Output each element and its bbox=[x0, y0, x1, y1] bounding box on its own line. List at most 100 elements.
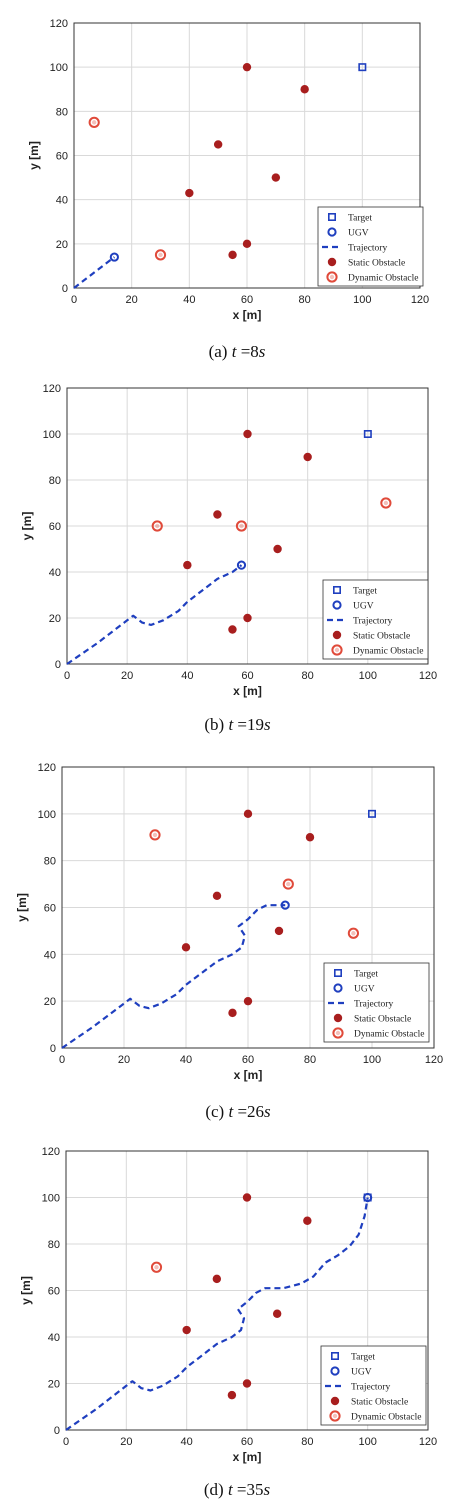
legend-target-icon bbox=[333, 968, 342, 977]
y-tick-label: 0 bbox=[54, 1425, 60, 1437]
legend-label: UGV bbox=[351, 1368, 372, 1378]
static-obstacle-point bbox=[183, 560, 192, 570]
legend-label: Trajectory bbox=[354, 1000, 393, 1010]
x-tick-label: 20 bbox=[126, 294, 138, 306]
y-tick-label: 0 bbox=[55, 659, 61, 671]
y-axis-label: y [m] bbox=[27, 141, 41, 170]
y-tick-label: 40 bbox=[49, 567, 61, 579]
legend-static-icon bbox=[332, 630, 342, 640]
x-tick-label: 80 bbox=[299, 294, 311, 306]
x-tick-label: 60 bbox=[241, 670, 253, 682]
static-obstacle-point bbox=[242, 239, 252, 249]
dynamic-obstacle-ring bbox=[150, 1261, 163, 1273]
x-axis-label: x [m] bbox=[233, 684, 262, 698]
y-tick-label: 120 bbox=[38, 762, 56, 774]
dynamic-obstacle-ring bbox=[88, 116, 100, 128]
x-tick-label: 40 bbox=[183, 294, 195, 306]
x-tick-label: 0 bbox=[71, 294, 77, 306]
trajectory-line bbox=[65, 1197, 369, 1431]
x-tick-label: 120 bbox=[411, 294, 429, 306]
y-tick-label: 60 bbox=[49, 521, 61, 533]
ugv-point bbox=[363, 1192, 373, 1203]
dynamic-obstacle-point bbox=[380, 497, 392, 509]
static-obstacle-point bbox=[303, 1216, 312, 1225]
y-tick-label: 0 bbox=[50, 1043, 56, 1055]
dynamic-obstacle-ring bbox=[326, 271, 338, 283]
dynamic-obstacle-core bbox=[239, 523, 244, 529]
y-tick-label: 100 bbox=[50, 62, 68, 74]
legend-label: Target bbox=[353, 587, 377, 597]
x-tick-label: 20 bbox=[120, 1436, 132, 1448]
dynamic-obstacle-core bbox=[332, 1413, 338, 1419]
x-tick-label: 100 bbox=[359, 670, 377, 682]
legend: Target UGV Trajectory Static Obstacle Dynami… bbox=[322, 579, 429, 660]
legend-target-icon bbox=[332, 585, 341, 594]
dynamic-obstacle-core bbox=[335, 1030, 341, 1036]
legend-dynamic-icon bbox=[326, 271, 338, 283]
legend-ugv-icon bbox=[330, 1366, 340, 1376]
y-tick-label: 20 bbox=[56, 239, 68, 251]
legend-label: Target bbox=[351, 1353, 375, 1363]
panel-caption: (c) t =26s bbox=[205, 1102, 271, 1121]
trajectory-line bbox=[66, 564, 243, 665]
legend-ugv-icon bbox=[332, 600, 342, 610]
legend-label: UGV bbox=[354, 985, 375, 995]
y-axis-label: y [m] bbox=[15, 893, 29, 922]
static-obstacle-point bbox=[271, 173, 281, 182]
legend-label: Static Obstacle bbox=[354, 1015, 411, 1025]
static-obstacle-point bbox=[213, 140, 223, 149]
x-axis-label: x [m] bbox=[233, 308, 262, 322]
y-tick-label: 120 bbox=[43, 383, 61, 395]
legend-dynamic-icon bbox=[329, 1410, 341, 1422]
legend: Target UGV Trajectory Static Obstacle Dynami… bbox=[320, 1345, 427, 1426]
chart-panel-2: 0 20 40 60 80 100 120 0 20 40 60 80 100 120 x [m] y [m]… bbox=[20, 383, 437, 734]
x-tick-label: 0 bbox=[59, 1054, 65, 1066]
dynamic-obstacle-core bbox=[383, 500, 389, 506]
dynamic-obstacle-core bbox=[154, 1265, 159, 1270]
legend-label: Dynamic Obstacle bbox=[351, 1413, 421, 1423]
y-tick-label: 40 bbox=[44, 949, 56, 961]
legend-static-icon bbox=[330, 1396, 340, 1406]
y-tick-label: 20 bbox=[44, 996, 56, 1008]
axes-box bbox=[66, 387, 429, 665]
dynamic-obstacle-point bbox=[282, 878, 294, 890]
x-tick-label: 40 bbox=[181, 670, 193, 682]
legend-label: Trajectory bbox=[351, 1383, 390, 1393]
legend-label: Static Obstacle bbox=[351, 1398, 408, 1408]
ugv-point bbox=[280, 900, 290, 910]
dynamic-obstacle-point bbox=[151, 520, 163, 532]
static-obstacle-point bbox=[181, 943, 191, 952]
static-obstacle-point bbox=[272, 1309, 282, 1318]
x-tick-label: 40 bbox=[180, 1054, 192, 1066]
static-obstacle-point bbox=[212, 1274, 222, 1284]
static-obstacle-point bbox=[213, 510, 222, 519]
dynamic-obstacle-ring bbox=[332, 1027, 344, 1039]
legend-label: Static Obstacle bbox=[348, 259, 405, 269]
axes-box bbox=[61, 766, 435, 1049]
x-tick-label: 60 bbox=[241, 1436, 253, 1448]
static-obstacle-point bbox=[242, 1379, 252, 1388]
static-obstacle-point bbox=[182, 1325, 191, 1335]
chart-panel-3: 0 20 40 60 80 100 120 0 20 40 60 80 100 120 x [m] y [m]… bbox=[15, 762, 443, 1121]
x-tick-label: 100 bbox=[353, 294, 371, 306]
dynamic-obstacle-core bbox=[155, 523, 160, 529]
x-tick-label: 120 bbox=[425, 1054, 443, 1066]
static-obstacle-point bbox=[303, 452, 312, 462]
static-obstacle-point bbox=[300, 85, 309, 94]
dynamic-obstacle-core bbox=[152, 832, 158, 838]
static-obstacle-point bbox=[243, 429, 252, 439]
y-tick-label: 120 bbox=[42, 1146, 60, 1158]
target-point bbox=[367, 809, 376, 818]
legend-label: UGV bbox=[353, 602, 374, 612]
legend-label: Trajectory bbox=[353, 617, 392, 627]
panel-caption: (b) t =19s bbox=[204, 715, 271, 734]
y-tick-label: 40 bbox=[48, 1332, 60, 1344]
legend-target-icon bbox=[330, 1352, 339, 1361]
chart-panel-1: 0 20 40 60 80 100 120 0 20 40 60 80 100 120 x [m] y [m]… bbox=[27, 18, 429, 361]
x-tick-label: 100 bbox=[363, 1054, 381, 1066]
x-tick-label: 80 bbox=[302, 670, 314, 682]
legend-label: Target bbox=[354, 970, 378, 980]
panel-caption: (a) t =8s bbox=[209, 342, 266, 361]
dynamic-obstacle-ring bbox=[149, 829, 161, 841]
